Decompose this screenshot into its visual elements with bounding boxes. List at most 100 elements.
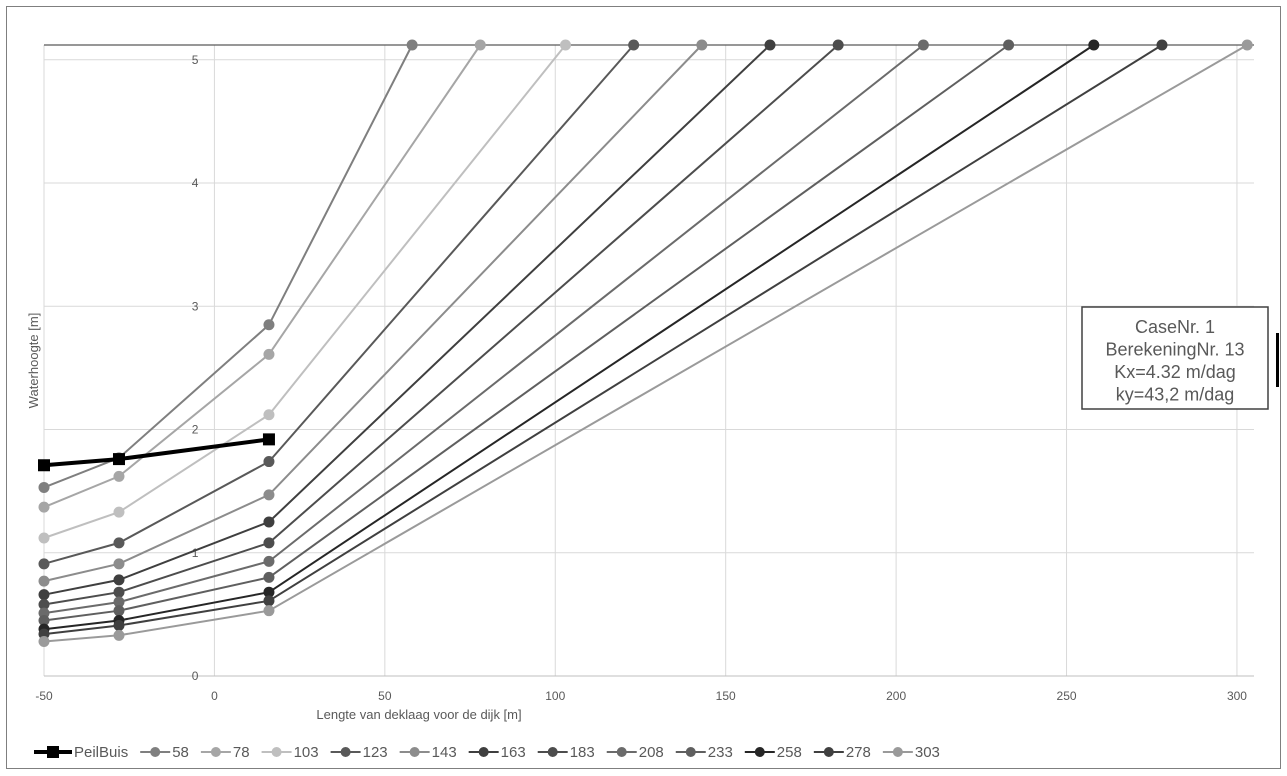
data-point-143 <box>113 558 125 570</box>
chart-frame <box>6 6 1281 769</box>
legend-marker-78 <box>210 747 221 757</box>
legend-label: 123 <box>363 744 388 761</box>
legend-marker-143 <box>409 747 420 757</box>
x-tick-label: 200 <box>886 689 906 703</box>
data-point-278 <box>113 619 125 631</box>
data-point-103 <box>113 506 125 518</box>
legend-marker-208 <box>616 747 627 757</box>
x-tick-label: 100 <box>545 689 565 703</box>
y-tick-label: 3 <box>192 299 199 313</box>
data-point-103 <box>263 409 275 421</box>
x-tick-label: 50 <box>378 689 392 703</box>
series-line-103 <box>43 44 567 539</box>
data-point-303 <box>38 635 50 647</box>
data-point-233 <box>113 605 125 617</box>
data-point-58 <box>406 39 418 51</box>
info-box-line: BerekeningNr. 13 <box>1105 340 1244 360</box>
y-tick-label: 5 <box>192 53 199 67</box>
legend-label: 233 <box>708 744 733 761</box>
legend-marker-233 <box>685 747 696 757</box>
data-point-143 <box>38 575 50 587</box>
data-point-183 <box>38 599 50 611</box>
series-line-58 <box>43 44 413 489</box>
series-line-78 <box>43 44 482 509</box>
x-tick-label: 150 <box>716 689 736 703</box>
data-point-PeilBuis <box>112 453 125 466</box>
legend-label: 103 <box>294 744 319 761</box>
series-line-258 <box>43 44 1095 631</box>
data-point-278 <box>1156 39 1168 51</box>
legend-marker-258 <box>754 747 765 757</box>
info-box-line: ky=43,2 m/dag <box>1116 385 1235 405</box>
data-point-163 <box>38 589 50 601</box>
series-line-208 <box>43 44 925 615</box>
data-point-123 <box>263 456 275 468</box>
y-tick-label: 1 <box>192 546 199 560</box>
legend-marker-103 <box>271 747 282 757</box>
data-point-208 <box>917 39 929 51</box>
data-point-258 <box>263 586 275 598</box>
data-point-233 <box>263 571 275 583</box>
data-point-208 <box>113 596 125 608</box>
info-box-line: CaseNr. 1 <box>1135 317 1215 337</box>
data-point-143 <box>696 39 708 51</box>
data-point-78 <box>38 501 50 513</box>
legend-marker-183 <box>547 747 558 757</box>
series-line-303 <box>43 44 1248 643</box>
x-tick-label: 250 <box>1057 689 1077 703</box>
legend-label: PeilBuis <box>74 744 128 761</box>
x-tick-label: 300 <box>1227 689 1247 703</box>
data-point-303 <box>1241 39 1253 51</box>
legend-label: 143 <box>432 744 457 761</box>
legend-label: 278 <box>846 744 871 761</box>
legend-label: 183 <box>570 744 595 761</box>
data-point-103 <box>559 39 571 51</box>
legend-label: 78 <box>233 744 250 761</box>
legend-marker-123 <box>340 747 351 757</box>
series-line-143 <box>43 44 703 583</box>
y-tick-label: 0 <box>192 669 199 683</box>
data-point-58 <box>38 481 50 493</box>
data-point-258 <box>1088 39 1100 51</box>
data-point-163 <box>764 39 776 51</box>
series-line-278 <box>43 44 1163 636</box>
data-point-183 <box>263 537 275 549</box>
y-tick-label: 4 <box>192 176 199 190</box>
data-point-78 <box>474 39 486 51</box>
legend-label: 208 <box>639 744 664 761</box>
data-point-233 <box>1003 39 1015 51</box>
series-line-183 <box>43 44 839 606</box>
data-point-183 <box>832 39 844 51</box>
data-point-303 <box>263 605 275 617</box>
legend-marker-278 <box>823 747 834 757</box>
x-tick-label: 0 <box>211 689 218 703</box>
scroll-marker <box>1276 333 1279 387</box>
y-axis-title: Waterhoogte [m] <box>26 313 41 409</box>
info-box <box>1081 306 1269 410</box>
series-line-123 <box>43 44 635 565</box>
series-line-233 <box>43 44 1010 622</box>
legend-label: 58 <box>172 744 189 761</box>
data-point-208 <box>263 555 275 567</box>
legend-label: 258 <box>777 744 802 761</box>
y-tick-label: 2 <box>192 423 199 437</box>
data-point-233 <box>38 615 50 627</box>
legend-marker-58 <box>150 747 161 757</box>
data-point-103 <box>38 532 50 544</box>
legend-marker-163 <box>478 747 489 757</box>
data-point-163 <box>113 574 125 586</box>
info-box-line: Kx=4.32 m/dag <box>1114 362 1236 382</box>
data-point-278 <box>263 595 275 607</box>
data-point-163 <box>263 516 275 528</box>
legend-marker-PeilBuis <box>47 746 59 758</box>
data-point-123 <box>113 537 125 549</box>
data-point-78 <box>113 470 125 482</box>
data-point-PeilBuis <box>262 433 275 446</box>
x-axis-title: Lengte van deklaag voor de dijk [m] <box>316 707 521 722</box>
x-tick-label: -50 <box>35 689 53 703</box>
legend-label: 163 <box>501 744 526 761</box>
data-point-183 <box>113 586 125 598</box>
data-point-PeilBuis <box>38 459 50 472</box>
